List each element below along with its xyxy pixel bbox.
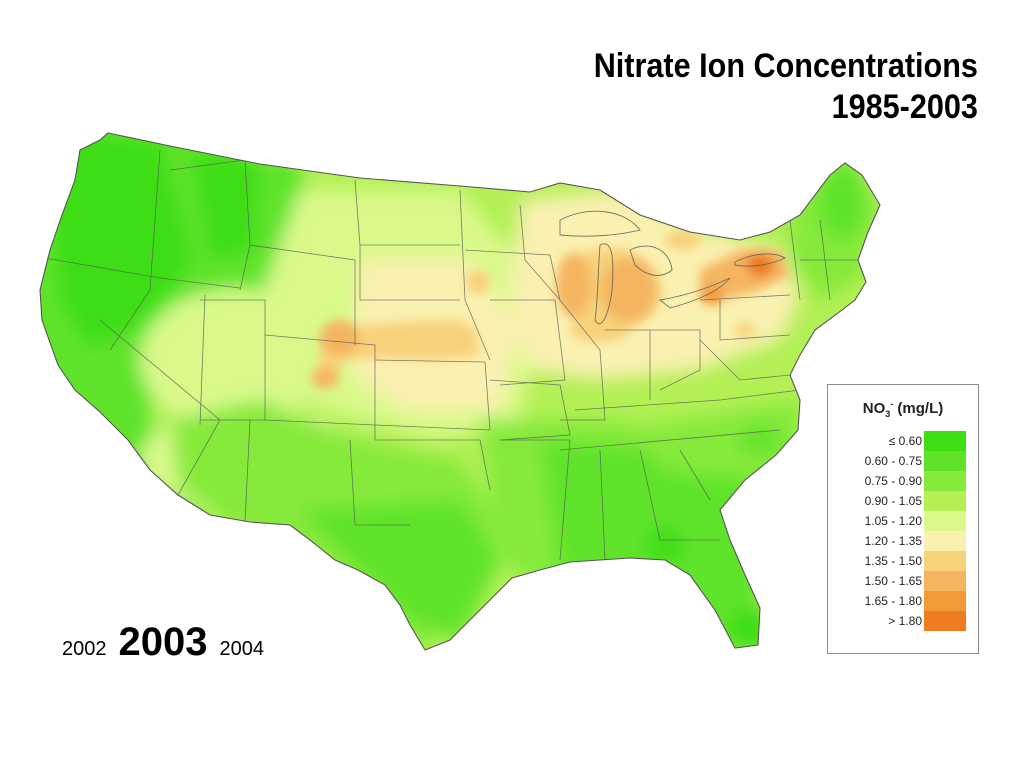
legend-row: 1.35 - 1.50 <box>828 551 980 571</box>
legend-row: ≤ 0.60 <box>828 431 980 451</box>
legend-swatch <box>924 471 966 491</box>
legend-label: 0.60 - 0.75 <box>864 454 922 468</box>
legend-label: ≤ 0.60 <box>888 434 922 448</box>
legend-label: > 1.80 <box>888 614 922 628</box>
year-prev-link[interactable]: 2002 <box>62 638 107 660</box>
legend-swatch <box>924 591 966 611</box>
year-timeline: 2002 2003 2004 <box>62 620 264 664</box>
legend-row: 0.60 - 0.75 <box>828 451 980 471</box>
legend-row: > 1.80 <box>828 611 980 631</box>
map-title: Nitrate Ion Concentrations 1985-2003 <box>594 46 978 128</box>
legend-label: 1.50 - 1.65 <box>864 574 922 588</box>
concentration-fill <box>40 133 880 650</box>
legend-label: 1.35 - 1.50 <box>864 554 922 568</box>
legend-row: 1.20 - 1.35 <box>828 531 980 551</box>
legend-title: NO3- (mg/L) <box>828 399 978 419</box>
state-boundaries <box>44 149 860 561</box>
legend-swatch <box>924 551 966 571</box>
legend-label: 0.90 - 1.05 <box>864 494 922 508</box>
legend: NO3- (mg/L) ≤ 0.60 0.60 - 0.75 0.75 - 0.90… <box>827 384 979 654</box>
legend-row: 0.75 - 0.90 <box>828 471 980 491</box>
legend-swatch <box>924 511 966 531</box>
legend-rows: ≤ 0.60 0.60 - 0.75 0.75 - 0.90 0.90 - 1.05 1… <box>828 431 980 631</box>
legend-swatch <box>924 571 966 591</box>
great-lakes <box>559 210 786 325</box>
legend-row: 1.65 - 1.80 <box>828 591 980 611</box>
legend-swatch <box>924 611 966 631</box>
legend-unit: (mg/L) <box>897 400 944 417</box>
legend-subscript: 3 <box>885 409 891 419</box>
title-line-1: Nitrate Ion Concentrations <box>593 47 978 85</box>
legend-swatch <box>924 531 966 551</box>
legend-swatch <box>924 451 966 471</box>
legend-row: 1.50 - 1.65 <box>828 571 980 591</box>
title-line-2: 1985-2003 <box>831 88 978 126</box>
legend-label: 1.20 - 1.35 <box>864 534 922 548</box>
legend-label: 1.05 - 1.20 <box>864 514 922 528</box>
legend-swatch <box>924 491 966 511</box>
year-current: 2003 <box>118 620 208 664</box>
legend-label: 1.65 - 1.80 <box>864 594 922 608</box>
year-next-link[interactable]: 2004 <box>219 638 264 660</box>
legend-row: 1.05 - 1.20 <box>828 511 980 531</box>
legend-swatch <box>924 431 966 451</box>
legend-superscript: - <box>890 399 894 409</box>
legend-species: NO <box>862 400 886 417</box>
legend-label: 0.75 - 0.90 <box>864 474 922 488</box>
legend-row: 0.90 - 1.05 <box>828 491 980 511</box>
